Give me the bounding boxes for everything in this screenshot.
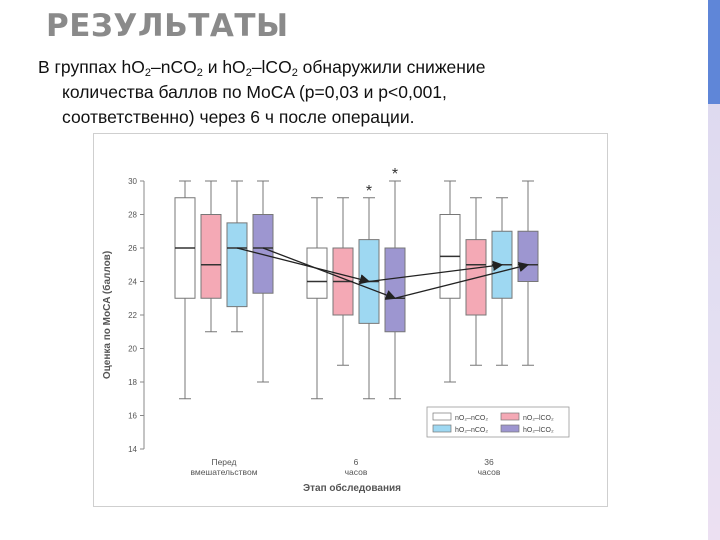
trend-arrow (368, 260, 504, 283)
box (384, 247, 406, 333)
legend-swatch (500, 424, 520, 433)
legend-label: hO₂–lCO₂ (523, 427, 554, 434)
subscript: 2 (291, 67, 298, 79)
trend-arrow (262, 247, 397, 300)
body-text-fragment: и hO (202, 57, 246, 77)
y-tick-label: 22 (128, 311, 137, 320)
chart-legend: nO₂–nCO₂ nO₂–lCO₂ hO₂–nCO₂ hO₂–lCO₂ (426, 406, 570, 438)
y-tick-label: 20 (128, 345, 137, 354)
x-tick-label: часов (345, 467, 368, 477)
trend-arrow (394, 261, 530, 299)
body-line-1: В группах hO2–nCO2 и hO2–lCO2 обнаружили… (38, 55, 678, 80)
subscript: 2 (144, 67, 151, 79)
y-tick-label: 30 (128, 177, 137, 186)
chart-axes: 14 16 18 20 22 24 26 28 30 Оценка по MoCA (баллов… (101, 177, 501, 494)
box (252, 214, 274, 294)
y-tick-label: 24 (128, 278, 137, 287)
x-tick-label: часов (478, 467, 501, 477)
body-line-3: соответственно) через 6 ч после операции… (62, 107, 415, 127)
legend-swatch (432, 412, 452, 421)
box (306, 247, 328, 299)
body-text-fragment: –nCO (150, 57, 197, 77)
y-tick-label: 26 (128, 244, 137, 253)
y-tick-label: 18 (128, 378, 137, 387)
body-text-fragment: –lCO (251, 57, 292, 77)
y-axis-title: Оценка по MoCA (баллов) (101, 251, 113, 379)
y-tick-label: 28 (128, 211, 137, 220)
y-tick-label: 16 (128, 412, 137, 421)
x-tick-label: 36 (484, 457, 494, 467)
body-line-2: количества баллов по MoCA (p=0,03 и p<0,… (62, 82, 447, 102)
body-text-fragment: обнаружили снижение (297, 57, 486, 77)
body-text-fragment: В группах hO (38, 57, 145, 77)
y-tick-label: 14 (128, 445, 137, 454)
chart-arrows (236, 247, 530, 300)
side-decoration (708, 0, 720, 540)
box (517, 230, 539, 282)
significance-marker: * (392, 166, 398, 183)
slide-body-text: В группах hO2–nCO2 и hO2–lCO2 обнаружили… (38, 55, 678, 130)
x-tick-label: Перед (211, 457, 236, 467)
legend-label: nO₂–nCO₂ (455, 415, 488, 422)
moca-boxplot-chart: 14 16 18 20 22 24 26 28 30 Оценка по MoCA (баллов… (101, 166, 570, 494)
subscript: 2 (196, 67, 203, 79)
x-tick-label: вмешательством (190, 467, 257, 477)
significance-marker: * (366, 183, 372, 200)
legend-label: hO₂–nCO₂ (455, 427, 488, 434)
subscript: 2 (245, 67, 252, 79)
x-tick-label: 6 (354, 457, 359, 467)
slide-title: РЕЗУЛЬТАТЫ (46, 8, 289, 44)
chart-figure: 14 16 18 20 22 24 26 28 30 Оценка по MoCA (баллов… (93, 133, 608, 507)
legend-swatch (432, 424, 452, 433)
legend-swatch (500, 412, 520, 421)
side-accent-bar (708, 0, 720, 104)
trend-arrow (236, 247, 371, 285)
chart-boxes: ** (174, 166, 539, 400)
x-axis-title: Этап обследования (303, 482, 401, 494)
box (226, 222, 248, 308)
box (200, 214, 222, 299)
legend-label: nO₂–lCO₂ (523, 415, 554, 422)
